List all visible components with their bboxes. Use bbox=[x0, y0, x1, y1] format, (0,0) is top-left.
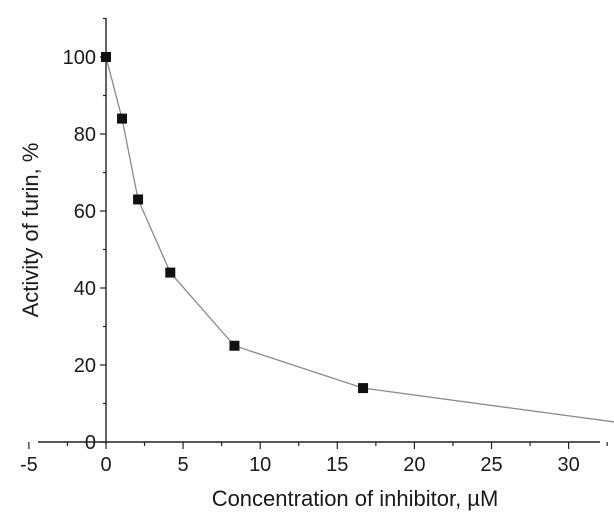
plot-area: 1 bbox=[101, 52, 614, 423]
y-tick-label: 20 bbox=[74, 355, 96, 377]
x-tick-label: -5 bbox=[20, 454, 38, 476]
data-point bbox=[358, 383, 369, 394]
x-tick-label: 30 bbox=[557, 454, 579, 476]
x-tick-label: 5 bbox=[178, 454, 189, 476]
y-ticks: 0 20 40 60 80 100 bbox=[63, 17, 106, 454]
x-tick-label: 15 bbox=[326, 454, 348, 476]
data-point bbox=[133, 194, 144, 205]
data-point bbox=[229, 340, 240, 351]
x-axis: -505101520253035 bbox=[20, 441, 608, 476]
x-tick-label: 0 bbox=[100, 454, 111, 476]
y-tick-label: 0 bbox=[85, 432, 96, 454]
y-tick-label: 60 bbox=[74, 201, 96, 223]
x-tick-label: 20 bbox=[403, 454, 425, 476]
data-point bbox=[165, 267, 176, 278]
y-axis-title: Activity of furin, % bbox=[18, 143, 43, 318]
data-point bbox=[117, 113, 128, 124]
series-line bbox=[105, 56, 614, 423]
data-point bbox=[101, 52, 111, 62]
x-tick-label: 25 bbox=[480, 454, 502, 476]
x-axis-title: Concentration of inhibitor, µM bbox=[212, 486, 499, 511]
y-tick-label: 100 bbox=[63, 47, 96, 69]
x-ticks: -505101520253035 bbox=[20, 442, 608, 476]
y-tick-label: 80 bbox=[74, 124, 96, 146]
y-tick-label: 40 bbox=[74, 278, 96, 300]
y-axis: 0 20 40 60 80 100 bbox=[63, 17, 107, 454]
x-tick-label: 10 bbox=[249, 454, 271, 476]
